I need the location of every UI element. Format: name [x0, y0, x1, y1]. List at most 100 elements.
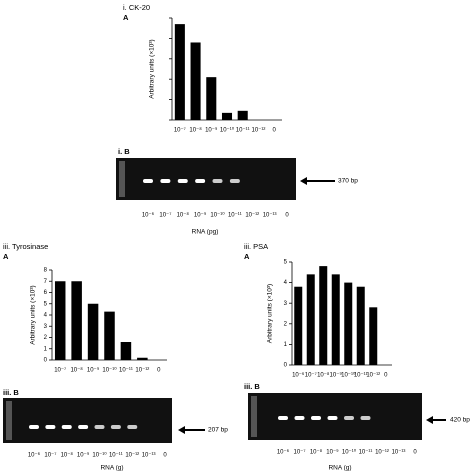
bar [104, 311, 115, 360]
x-tick-label: 10⁻¹¹ [119, 368, 133, 374]
x-tick-label: 10⁻¹⁰ [102, 367, 117, 374]
lane-label: 10⁻⁶ [142, 212, 155, 219]
bar [331, 274, 340, 365]
bar [294, 286, 303, 365]
lane-label: 10⁻¹³ [392, 450, 406, 456]
bar [120, 342, 132, 360]
y-tick-label: 6 [44, 290, 48, 296]
y-tick-label: 0 [284, 363, 288, 369]
x-tick-label: 0 [272, 128, 276, 134]
lane-label: 10⁻¹² [375, 450, 389, 456]
gel-band [61, 425, 72, 429]
lane-label: 10⁻⁷ [44, 452, 56, 459]
x-axis-label: RNA (g) [100, 465, 123, 472]
gel-band [229, 179, 240, 183]
gel-label: i. B [118, 147, 130, 156]
y-tick-label: 3 [284, 301, 288, 307]
gel-band [94, 425, 105, 429]
x-tick-label: 10⁻⁷ [54, 367, 66, 374]
gel-band [110, 425, 121, 429]
gel-band [212, 179, 223, 183]
x-tick-label: 10⁻¹¹ [236, 128, 250, 134]
ladder [119, 161, 125, 197]
y-tick-label: 3 [44, 324, 48, 330]
lane-label: 10⁻¹¹ [359, 450, 373, 456]
lane-label: 10⁻¹² [245, 213, 259, 219]
lane-label: 10⁻⁹ [326, 449, 339, 456]
lane-label: 0 [285, 213, 289, 219]
y-tick-label: 5 [284, 260, 288, 266]
bar [319, 266, 328, 365]
bar [54, 281, 66, 360]
marker-label: 370 bp [338, 178, 358, 185]
lane-label: 10⁻¹¹ [228, 213, 242, 219]
gel-label: iii. B [3, 388, 19, 397]
lane-label: 0 [413, 450, 417, 456]
marker-label: 207 bp [208, 427, 228, 434]
gel-band [344, 416, 354, 420]
ladder [6, 401, 12, 440]
bar [87, 303, 99, 360]
y-tick-label: 2 [284, 321, 288, 327]
lane-label: 10⁻¹⁰ [342, 449, 357, 456]
x-tick-label: 10⁻⁸ [317, 372, 330, 379]
y-tick-label: 4 [44, 313, 48, 319]
x-tick-label: 0 [157, 368, 161, 374]
gel-band [177, 179, 188, 183]
bar [369, 307, 378, 365]
bar [174, 24, 185, 120]
lane-label: 10⁻¹³ [263, 213, 277, 219]
lane-label: 10⁻⁹ [194, 212, 207, 219]
lane-label: 10⁻⁹ [77, 452, 90, 459]
x-tick-label: 10⁻⁷ [174, 127, 186, 134]
y-axis-label: Arbitrary units (×10³) [149, 39, 156, 98]
gel-band [360, 416, 371, 420]
y-tick-label: 0 [44, 358, 48, 364]
bar [71, 281, 82, 360]
x-tick-label: 10⁻⁹ [87, 367, 100, 374]
y-tick-label: 4 [284, 280, 288, 286]
bar [356, 286, 365, 365]
gel-band [327, 416, 338, 420]
y-tick-label: 2 [44, 335, 48, 341]
lane-label: 10⁻¹² [125, 453, 139, 459]
x-tick-label: 10⁻¹² [252, 128, 266, 134]
gel-band [294, 416, 305, 420]
bar [137, 357, 148, 360]
y-tick-label: 1 [284, 342, 288, 348]
lane-label: 10⁻¹¹ [109, 453, 123, 459]
gel-band [143, 179, 153, 183]
bar [221, 112, 233, 120]
arrow-head [300, 177, 307, 185]
x-axis-label: RNA (g) [328, 465, 351, 472]
arrow-head [178, 426, 185, 434]
bar [306, 274, 315, 365]
gel-band [311, 416, 321, 420]
y-tick-label: 5 [44, 301, 48, 307]
lane-label: 10⁻⁸ [310, 449, 323, 456]
y-tick-label: 7 [44, 279, 48, 285]
chart-title: i. CK-20 [123, 3, 150, 12]
bar [206, 77, 217, 120]
panel-label: A [123, 13, 129, 22]
lane-label: 10⁻¹⁰ [210, 212, 225, 219]
x-tick-label: 10⁻¹⁰ [341, 372, 356, 379]
y-axis-label: Arbitrary units (×10³) [30, 285, 37, 344]
y-tick-label: 1 [44, 346, 48, 352]
arrow-head [426, 416, 433, 424]
bar [237, 110, 248, 120]
x-tick-label: 10⁻¹⁰ [220, 127, 235, 134]
x-tick-label: 10⁻¹² [366, 373, 380, 379]
lane-label: 10⁻⁷ [293, 449, 305, 456]
lane-label: 10⁻⁸ [177, 212, 190, 219]
gel-band [195, 179, 206, 183]
x-tick-label: 0 [384, 373, 388, 379]
x-tick-label: 10⁻⁶ [292, 372, 305, 379]
gel-band [78, 425, 89, 429]
lane-label: 0 [163, 453, 167, 459]
x-tick-label: 10⁻⁸ [189, 127, 202, 134]
x-tick-label: 10⁻⁹ [205, 127, 218, 134]
chart-title: iii. PSA [244, 242, 268, 251]
ladder [251, 396, 257, 437]
